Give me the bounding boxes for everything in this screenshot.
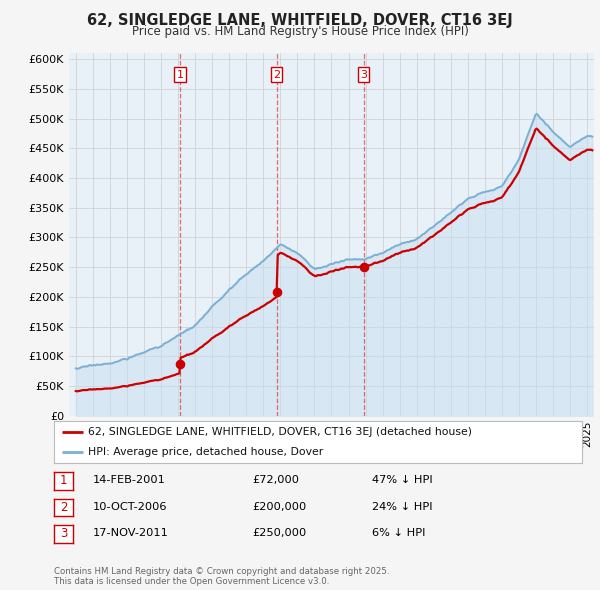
Text: 6% ↓ HPI: 6% ↓ HPI	[372, 529, 425, 538]
Text: 24% ↓ HPI: 24% ↓ HPI	[372, 502, 433, 512]
Text: Price paid vs. HM Land Registry's House Price Index (HPI): Price paid vs. HM Land Registry's House …	[131, 25, 469, 38]
Text: £72,000: £72,000	[252, 476, 299, 485]
Text: 1: 1	[60, 474, 67, 487]
Text: 47% ↓ HPI: 47% ↓ HPI	[372, 476, 433, 485]
Text: 2: 2	[273, 70, 280, 80]
Text: Contains HM Land Registry data © Crown copyright and database right 2025.
This d: Contains HM Land Registry data © Crown c…	[54, 567, 389, 586]
Text: 2: 2	[60, 501, 67, 514]
Text: 3: 3	[60, 527, 67, 540]
Text: 1: 1	[176, 70, 184, 80]
Point	[175, 359, 185, 369]
Text: £200,000: £200,000	[252, 502, 306, 512]
Text: 10-OCT-2006: 10-OCT-2006	[93, 502, 167, 512]
Point	[272, 287, 281, 297]
Text: HPI: Average price, detached house, Dover: HPI: Average price, detached house, Dove…	[88, 447, 323, 457]
Text: 62, SINGLEDGE LANE, WHITFIELD, DOVER, CT16 3EJ (detached house): 62, SINGLEDGE LANE, WHITFIELD, DOVER, CT…	[88, 427, 472, 437]
Text: 62, SINGLEDGE LANE, WHITFIELD, DOVER, CT16 3EJ: 62, SINGLEDGE LANE, WHITFIELD, DOVER, CT…	[87, 13, 513, 28]
Text: 17-NOV-2011: 17-NOV-2011	[93, 529, 169, 538]
Text: 3: 3	[360, 70, 367, 80]
Point	[359, 263, 368, 272]
Text: 14-FEB-2001: 14-FEB-2001	[93, 476, 166, 485]
Text: £250,000: £250,000	[252, 529, 306, 538]
